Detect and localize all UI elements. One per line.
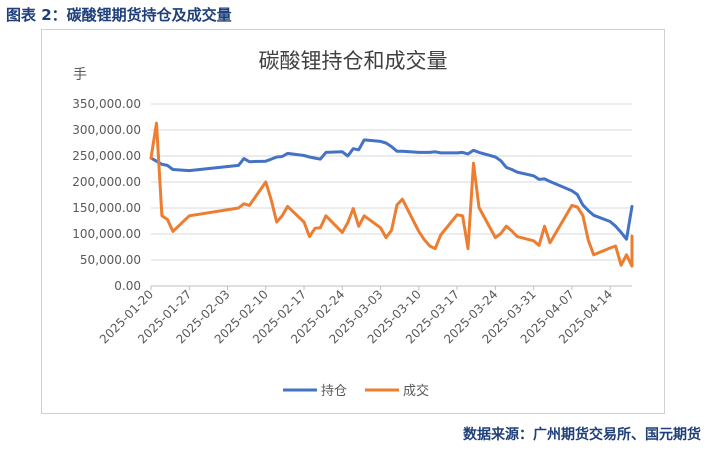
legend-label-1: 持仓 — [321, 384, 347, 399]
y-tick-label: 200,000.00 — [72, 175, 141, 189]
chart-svg: 碳酸锂持仓和成交量 手 0.00 50,000.00 100,000.00 150,0… — [72, 49, 634, 399]
y-tick-label: 100,000.00 — [72, 227, 141, 241]
legend: 持仓 成交 — [283, 383, 429, 399]
series-line-2 — [149, 121, 634, 268]
series-layer — [149, 121, 634, 268]
y-tick-label: 0.00 — [114, 279, 141, 293]
figure-caption: 图表 2：碳酸锂期货持仓及成交量 — [6, 6, 232, 24]
y-tick-label: 250,000.00 — [72, 149, 141, 163]
series-line-1 — [149, 138, 634, 241]
y-tick-labels: 0.00 50,000.00 100,000.00 150,000.00 200,000… — [72, 97, 141, 293]
grid-layer — [151, 103, 632, 287]
y-tick-label: 50,000.00 — [80, 253, 141, 267]
source-note: 数据来源：广州期货交易所、国元期货 — [463, 427, 701, 443]
chart-title: 碳酸锂持仓和成交量 — [259, 49, 448, 73]
x-tick-labels: 2025-01-202025-01-272025-02-032025-02-10… — [97, 286, 615, 346]
y-tick-label: 350,000.00 — [72, 97, 141, 111]
chart-frame: 碳酸锂持仓和成交量 手 0.00 50,000.00 100,000.00 150,0… — [41, 29, 665, 414]
y-tick-label: 150,000.00 — [72, 201, 141, 215]
legend-label-2: 成交 — [403, 383, 429, 399]
y-tick-label: 300,000.00 — [72, 123, 141, 137]
y-axis-unit-label: 手 — [73, 67, 87, 83]
